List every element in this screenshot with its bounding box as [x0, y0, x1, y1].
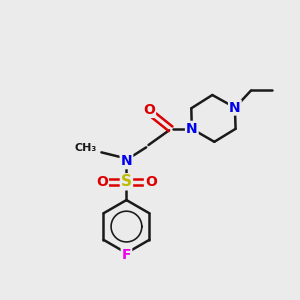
Text: O: O [145, 175, 157, 189]
Text: F: F [122, 248, 131, 262]
Text: CH₃: CH₃ [74, 143, 96, 153]
Text: O: O [96, 175, 108, 189]
Text: N: N [186, 122, 198, 136]
Text: N: N [229, 100, 241, 115]
Text: O: O [143, 103, 155, 117]
Text: S: S [121, 174, 132, 189]
Text: N: N [121, 154, 132, 168]
